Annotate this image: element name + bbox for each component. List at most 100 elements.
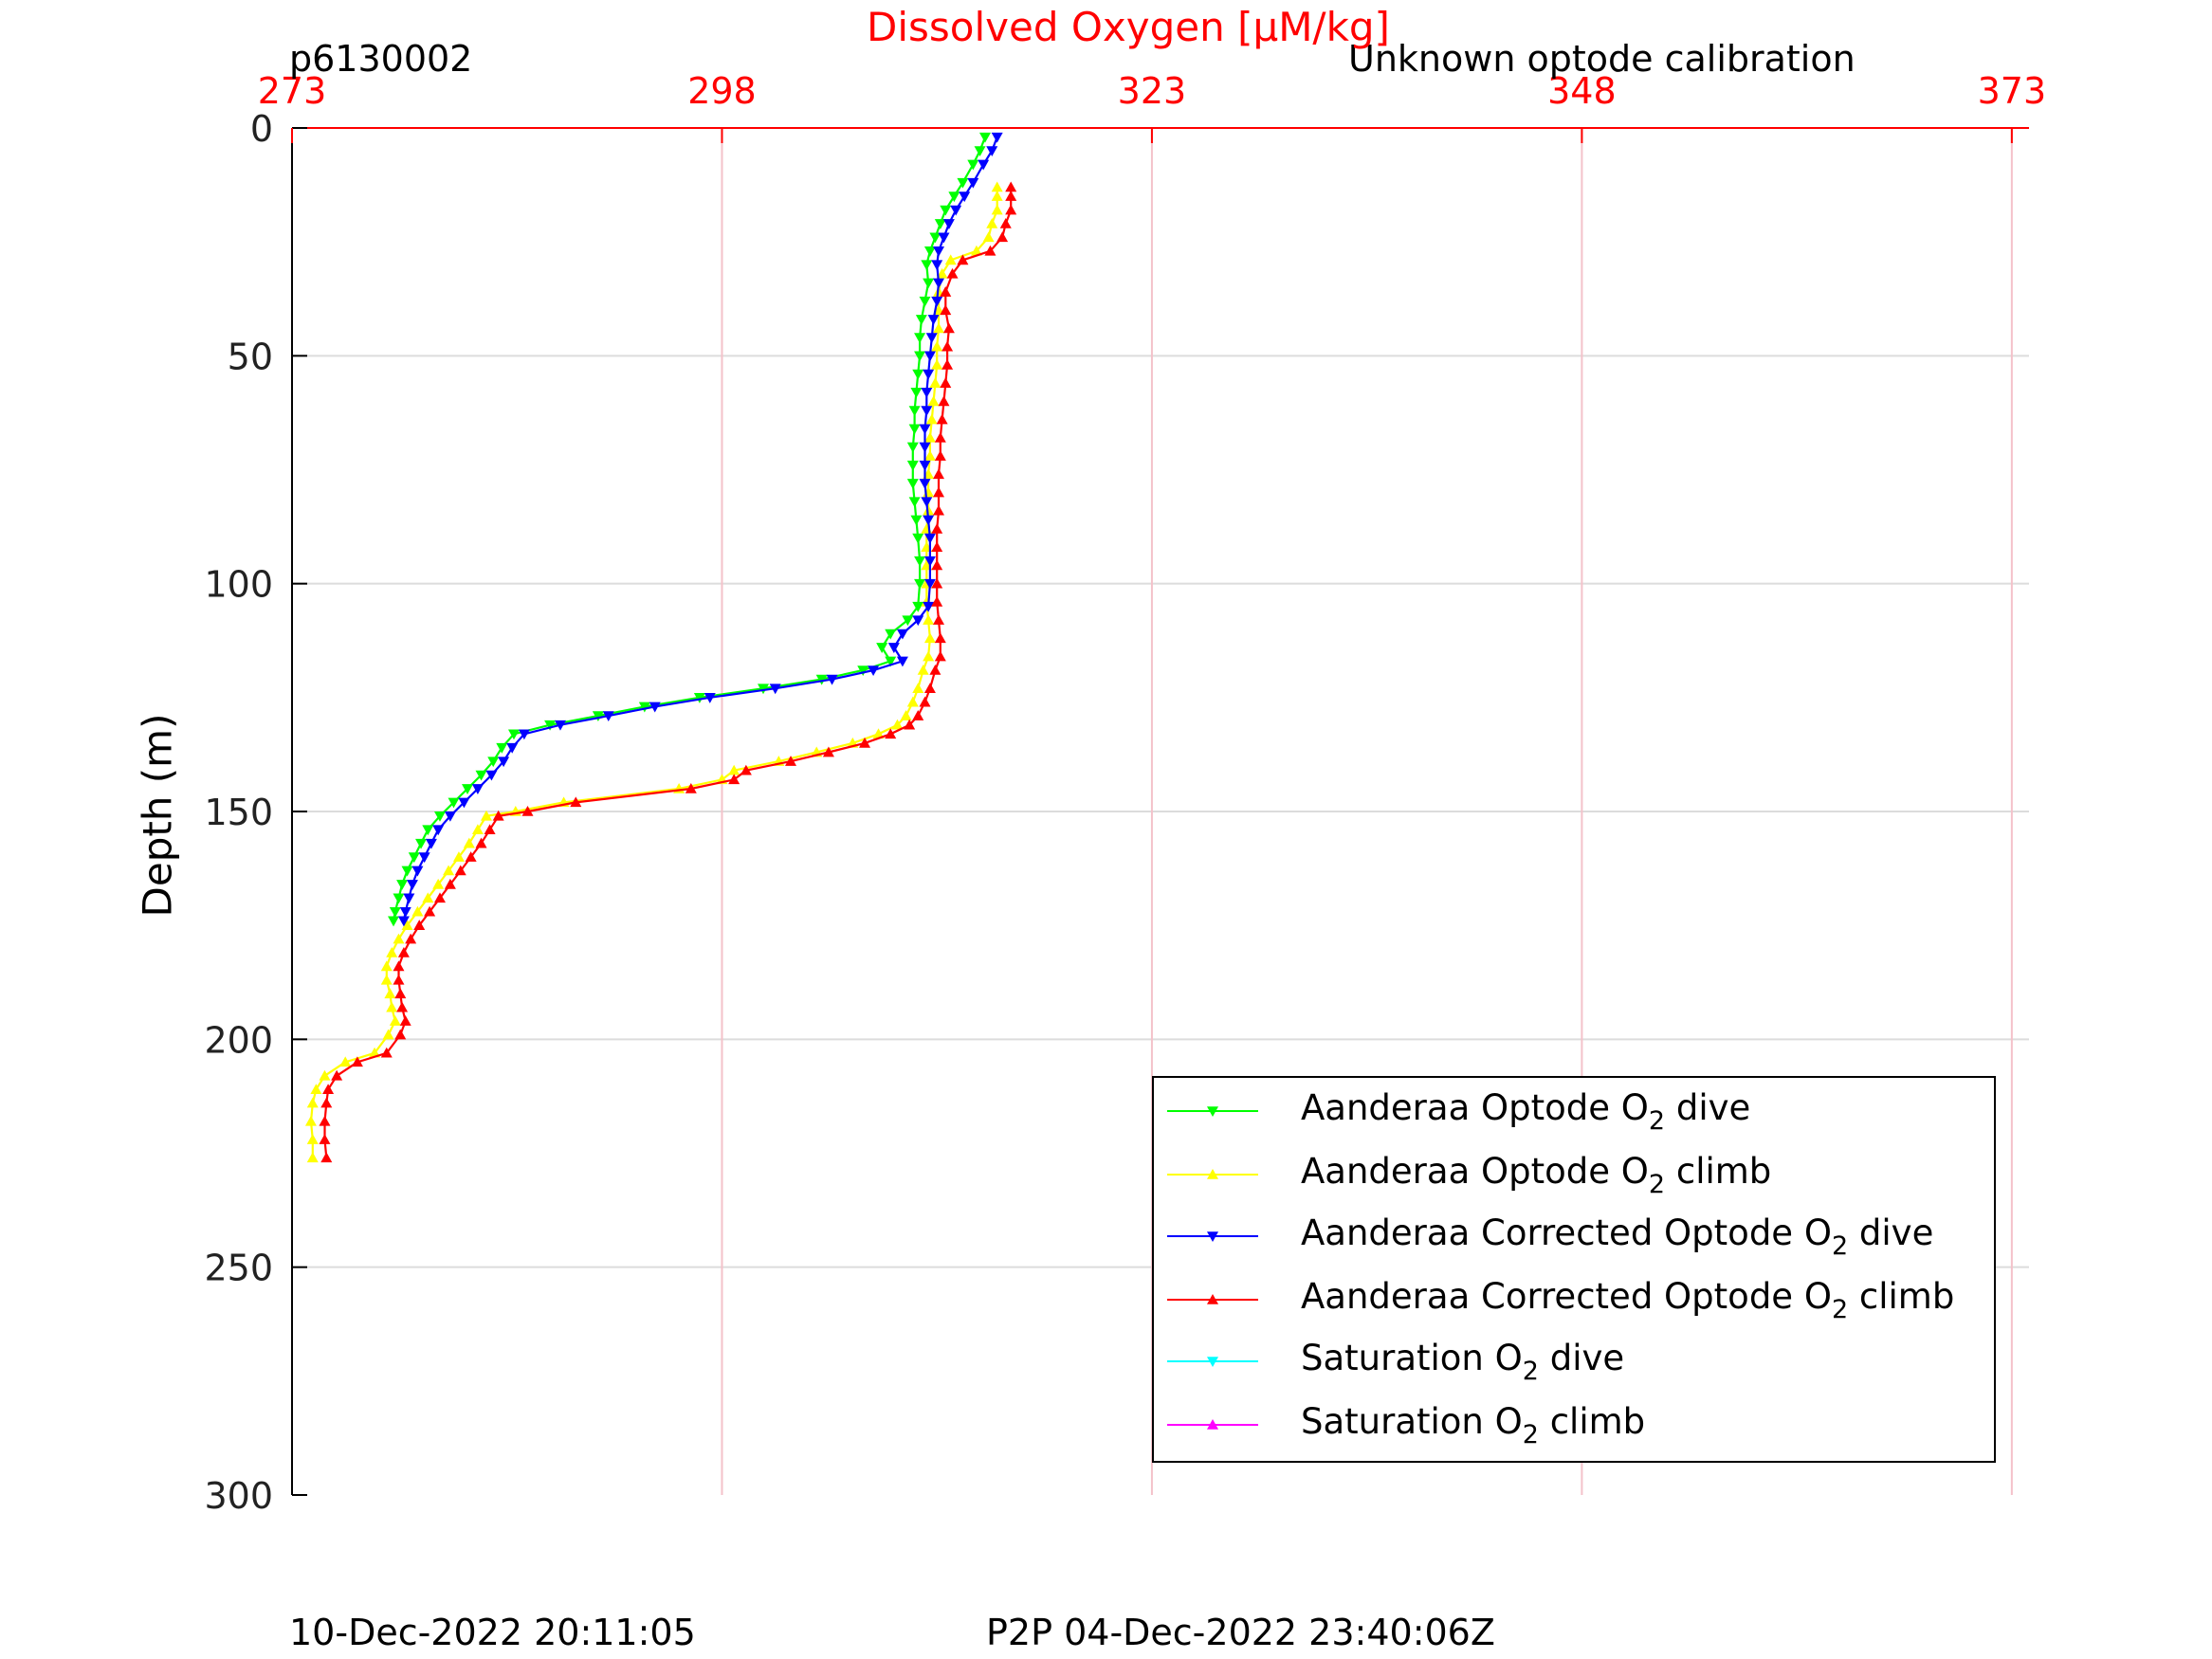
y-tick-label: 200 [204, 1019, 273, 1061]
data-point [394, 1029, 407, 1040]
data-point [485, 770, 498, 781]
y-tick-label: 50 [228, 336, 273, 377]
legend-label: Saturation O2 climb [1301, 1401, 1646, 1449]
data-point [919, 424, 931, 435]
data-point [602, 711, 614, 722]
data-point [887, 643, 900, 653]
legend-label: Aanderaa Optode O2 dive [1301, 1087, 1751, 1136]
data-point [967, 159, 979, 171]
footer-timestamp: 10-Dec-2022 20:11:05 [289, 1612, 696, 1653]
data-point [923, 278, 935, 289]
legend-marker [1207, 1419, 1218, 1430]
data-point [931, 522, 943, 534]
data-point [931, 595, 943, 607]
data-point [933, 504, 945, 516]
data-point [900, 710, 912, 720]
data-point [638, 702, 650, 713]
series-1 [388, 132, 991, 927]
data-point [433, 811, 446, 822]
data-point [415, 838, 428, 849]
data-point [885, 656, 897, 667]
data-point [931, 559, 943, 571]
data-point [422, 825, 434, 836]
data-point [399, 906, 411, 918]
data-point [397, 947, 410, 957]
data-point [929, 377, 941, 388]
data-point [408, 852, 420, 864]
data-point [885, 629, 897, 640]
data-point [384, 988, 396, 999]
data-point [401, 920, 413, 930]
data-point [304, 1115, 317, 1126]
data-point [649, 702, 661, 713]
data-point [933, 322, 945, 334]
data-point [319, 1115, 331, 1126]
data-point [927, 395, 940, 407]
data-point [896, 629, 908, 640]
y-axis-title: Depth (m) [134, 713, 181, 918]
series-line [309, 187, 998, 1158]
data-point [921, 260, 933, 271]
data-point [492, 810, 504, 821]
data-point [728, 764, 740, 775]
data-point [496, 742, 508, 754]
data-point [912, 710, 924, 720]
legend-marker [1207, 1357, 1218, 1367]
data-point [475, 770, 487, 781]
data-point [306, 1097, 319, 1108]
data-point [919, 460, 931, 471]
data-point [728, 774, 740, 785]
data-point [320, 1152, 333, 1163]
legend-entry: Aanderaa Optode O2 dive [1154, 1087, 1994, 1144]
data-point [389, 906, 401, 918]
data-point [757, 684, 769, 695]
footer-p2p-time: P2P 04-Dec-2022 23:40:06Z [986, 1612, 1495, 1653]
data-point [418, 852, 430, 864]
x-tick-label: 298 [687, 70, 757, 112]
data-point [319, 1134, 331, 1144]
data-point [931, 340, 943, 352]
x-tick-label: 273 [258, 70, 327, 112]
data-point [382, 1029, 394, 1040]
data-point [380, 1047, 393, 1058]
data-point [425, 838, 437, 849]
data-point [454, 865, 466, 876]
data-point [910, 515, 923, 526]
dive-id-label: p6130002 [289, 38, 473, 80]
data-point [906, 479, 919, 489]
data-point [704, 693, 716, 703]
data-point [982, 231, 995, 243]
data-point [693, 693, 705, 703]
data-point [411, 866, 424, 877]
data-point [487, 757, 500, 768]
legend-marker [1207, 1106, 1218, 1117]
data-point [991, 132, 1003, 143]
data-point [876, 643, 888, 653]
legend-entry: Aanderaa Corrected Optode O2 dive [1154, 1212, 1994, 1269]
x-tick-label: 373 [1978, 70, 2047, 112]
data-point [498, 757, 510, 768]
legend-swatch [1167, 1419, 1258, 1430]
data-point [991, 204, 1003, 215]
y-tick-label: 0 [250, 108, 273, 150]
data-point [999, 217, 1012, 228]
data-point [401, 866, 413, 877]
data-point [393, 960, 405, 972]
data-point [319, 1069, 331, 1081]
calibration-label: Unknown optode calibration [1348, 38, 1856, 80]
data-point [914, 556, 926, 567]
data-point [458, 797, 470, 809]
data-point [322, 1084, 335, 1095]
data-point [462, 784, 474, 794]
data-point [923, 683, 936, 694]
data-point [906, 460, 919, 471]
legend-swatch [1167, 1294, 1258, 1304]
data-point [940, 205, 952, 216]
data-point [484, 824, 496, 835]
data-point [822, 746, 834, 757]
data-point [919, 442, 931, 453]
data-point [927, 315, 940, 325]
data-point [506, 742, 519, 754]
data-point [397, 916, 410, 927]
data-point [967, 177, 979, 189]
